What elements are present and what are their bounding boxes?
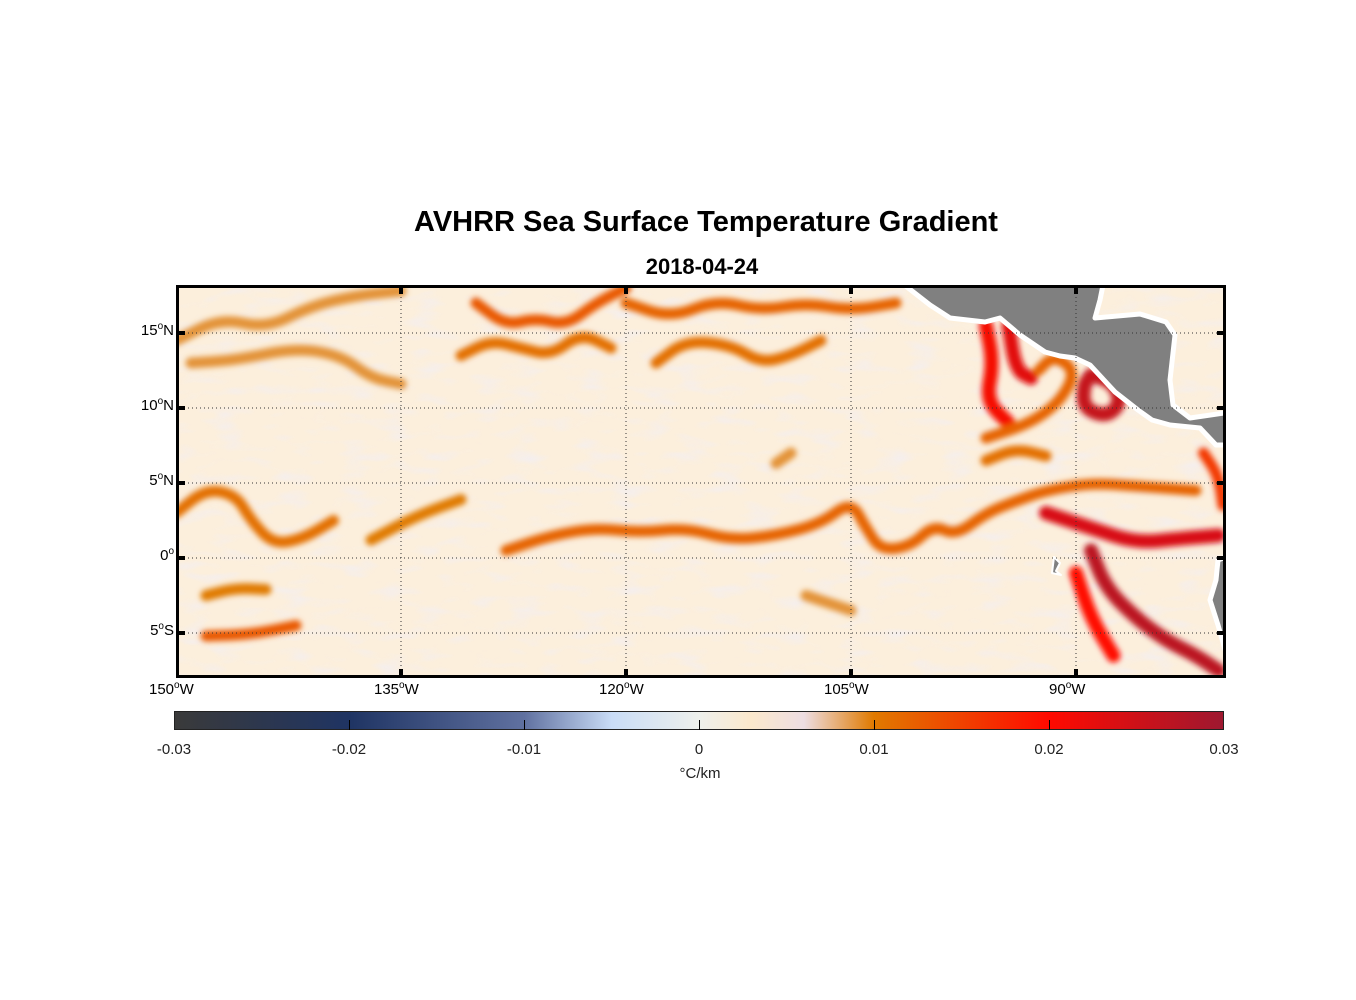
chart-title: AVHRR Sea Surface Temperature Gradient — [414, 206, 998, 238]
colorbar-tick — [524, 720, 525, 730]
front-path — [500, 478, 1202, 556]
front-path — [200, 620, 302, 642]
grid-lines — [176, 285, 1226, 678]
colorbar-tick — [1049, 720, 1050, 730]
y-tick-label: 5oN — [149, 471, 174, 489]
land-layer — [900, 285, 1226, 656]
colorbar-tick — [699, 720, 700, 730]
land-south-america — [1207, 554, 1226, 656]
front-path — [979, 318, 1016, 430]
fronts-layer — [176, 285, 1226, 678]
x-tick-label: 135oW — [374, 680, 419, 698]
x-tick-label: 105oW — [824, 680, 869, 698]
front-path — [800, 590, 857, 616]
front-path — [185, 344, 407, 390]
front-path — [455, 332, 617, 361]
land-central-america — [900, 285, 1226, 448]
y-tick-label: 5oS — [150, 621, 174, 639]
front-path — [770, 447, 797, 469]
colorbar-tick-label: -0.02 — [331, 741, 367, 758]
x-tick-label: 90oW — [1049, 680, 1086, 698]
y-tick-label: 0o — [160, 546, 174, 564]
x-tick-label: 120oW — [599, 680, 644, 698]
frame-ticks — [176, 285, 1226, 678]
front-path — [1084, 543, 1226, 678]
y-tick-label: 15oN — [140, 321, 174, 339]
colorbar-tick-label: -0.01 — [506, 741, 542, 758]
y-tick-label: 10oN — [140, 396, 174, 414]
colorbar-tick-label: 0 — [694, 741, 704, 758]
colorbar-tick — [349, 720, 350, 730]
colorbar-tick-label: 0.01 — [859, 741, 889, 758]
x-tick-label: 150oW — [149, 680, 194, 698]
colorbar-label: °C/km — [679, 765, 721, 782]
front-path — [1039, 506, 1226, 549]
front-path — [1198, 447, 1226, 511]
front-path — [176, 485, 339, 548]
front-path — [1069, 566, 1121, 663]
front-path — [365, 494, 467, 546]
colorbar-tick-label: 0.02 — [1034, 741, 1064, 758]
colorbar-tick-label: 0.03 — [1209, 741, 1239, 758]
land-galapagos — [1051, 556, 1062, 576]
sst-gradient-map — [176, 285, 1226, 678]
front-path — [176, 285, 407, 346]
front-path — [650, 335, 827, 369]
front-path — [200, 583, 272, 601]
colorbar-tick-label: -0.03 — [156, 741, 192, 758]
chart-subtitle: 2018-04-24 — [645, 254, 759, 279]
colorbar-tick — [874, 720, 875, 730]
front-path — [980, 353, 1077, 444]
front-path — [980, 445, 1052, 466]
front-path — [470, 285, 632, 329]
front-path — [620, 297, 902, 320]
